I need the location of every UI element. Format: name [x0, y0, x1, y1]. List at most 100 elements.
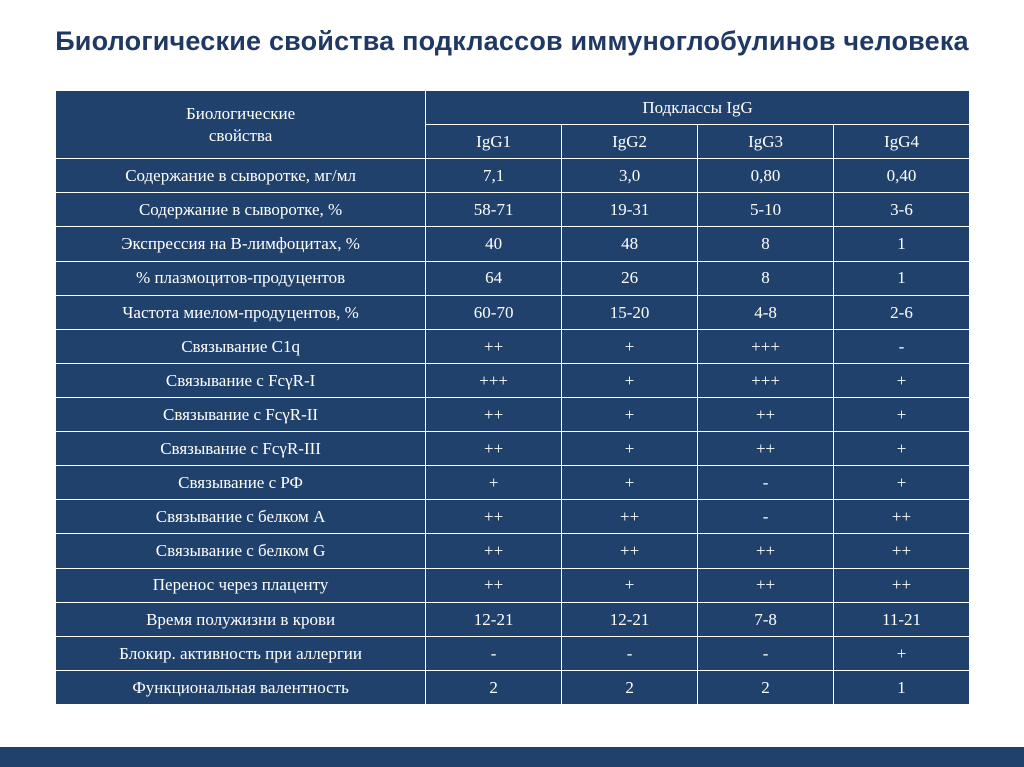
value-cell: ++ — [697, 396, 835, 433]
header-properties: Биологические свойства — [54, 89, 427, 160]
value-cell: 0,80 — [697, 158, 835, 194]
row-label: Связывание C1q — [54, 328, 427, 364]
value-cell: + — [561, 396, 699, 433]
table-row: Связывание с РФ + + - + — [54, 465, 970, 501]
value-cell: +++ — [697, 328, 835, 364]
value-cell: 3,0 — [561, 158, 699, 194]
row-label: Экспрессия на В-лимфоцитах, % — [54, 226, 427, 262]
footer-bar — [0, 747, 1024, 767]
row-label: Содержание в сыворотке, % — [54, 192, 427, 228]
row-label: % плазмоцитов-продуцентов — [54, 260, 427, 296]
value-cell: 40 — [425, 226, 563, 262]
value-cell: + — [833, 396, 970, 433]
value-cell: +++ — [425, 362, 563, 398]
value-cell: + — [833, 362, 970, 398]
row-label: Перенос через плаценту — [54, 567, 427, 603]
value-cell: ++ — [561, 499, 699, 535]
value-cell: 1 — [833, 669, 970, 706]
value-cell: ++ — [425, 499, 563, 535]
table-row: Функциональная валентность 2 2 2 1 — [54, 669, 970, 706]
value-cell: 26 — [561, 260, 699, 296]
value-cell: - — [697, 635, 835, 671]
header-igg4: IgG4 — [833, 124, 970, 160]
value-cell: 1 — [833, 226, 970, 262]
header-igg1: IgG1 — [425, 124, 563, 160]
value-cell: 64 — [425, 260, 563, 296]
table-row: Частота миелом-продуцентов, % 60-70 15-2… — [54, 294, 970, 330]
table-row: Связывание с FcγR-III ++ + ++ + — [54, 431, 970, 467]
value-cell: + — [425, 465, 563, 501]
value-cell: 60-70 — [425, 294, 563, 330]
table-row: Перенос через плаценту ++ + ++ ++ — [54, 567, 970, 603]
table-row: Содержание в сыворотке, мг/мл 7,1 3,0 0,… — [54, 158, 970, 194]
table-row: Блокир. активность при аллергии - - - + — [54, 635, 970, 671]
table-row: Связывание с белком G ++ ++ ++ ++ — [54, 533, 970, 569]
value-cell: + — [561, 567, 699, 603]
value-cell: - — [833, 328, 970, 364]
header-igg3: IgG3 — [697, 124, 835, 160]
value-cell: ++ — [425, 396, 563, 433]
value-cell: 4-8 — [697, 294, 835, 330]
value-cell: + — [561, 431, 699, 467]
table-row: Экспрессия на В-лимфоцитах, % 40 48 8 1 — [54, 226, 970, 262]
table-row: Связывание с белком A ++ ++ - ++ — [54, 499, 970, 535]
row-label: Связывание с FcγR-I — [54, 362, 427, 398]
value-cell: + — [833, 465, 970, 501]
data-table-container: Биологические свойства Подклассы IgG IgG… — [54, 89, 970, 706]
value-cell: 2 — [561, 669, 699, 706]
row-label: Содержание в сыворотке, мг/мл — [54, 158, 427, 194]
row-label: Связывание с белком A — [54, 499, 427, 535]
value-cell: 19-31 — [561, 192, 699, 228]
value-cell: 8 — [697, 226, 835, 262]
value-cell: 8 — [697, 260, 835, 296]
header-row-subcols: IgG1 IgG2 IgG3 IgG4 — [56, 124, 970, 160]
value-cell: ++ — [697, 533, 835, 569]
value-cell: ++ — [833, 533, 970, 569]
igg-subclasses-table: Биологические свойства Подклассы IgG IgG… — [54, 89, 970, 706]
table-row: Связывание с FcγR-II ++ + ++ + — [54, 396, 970, 433]
value-cell: 15-20 — [561, 294, 699, 330]
value-cell: - — [425, 635, 563, 671]
value-cell: ++ — [697, 567, 835, 603]
table-row: Содержание в сыворотке, % 58-71 19-31 5-… — [54, 192, 970, 228]
value-cell: 7-8 — [697, 601, 835, 637]
header-igg2: IgG2 — [561, 124, 699, 160]
table-row: Связывание с FcγR-I +++ + +++ + — [54, 362, 970, 398]
value-cell: 2 — [697, 669, 835, 706]
value-cell: 58-71 — [425, 192, 563, 228]
value-cell: ++ — [561, 533, 699, 569]
row-label: Связывание с FcγR-II — [54, 396, 427, 433]
table-row: Связывание C1q ++ + +++ - — [54, 328, 970, 364]
row-label: Связывание с белком G — [54, 533, 427, 569]
value-cell: - — [561, 635, 699, 671]
row-label: Связывание с FcγR-III — [54, 431, 427, 467]
table-row: Время полужизни в крови 12-21 12-21 7-8 … — [54, 601, 970, 637]
row-label: Функциональная валентность — [54, 669, 427, 706]
value-cell: 2 — [425, 669, 563, 706]
value-cell: + — [561, 465, 699, 501]
value-cell: + — [561, 362, 699, 398]
value-cell: 0,40 — [833, 158, 970, 194]
row-label: Блокир. активность при аллергии — [54, 635, 427, 671]
value-cell: 2-6 — [833, 294, 970, 330]
value-cell: 48 — [561, 226, 699, 262]
value-cell: ++ — [697, 431, 835, 467]
value-cell: - — [697, 465, 835, 501]
value-cell: + — [833, 635, 970, 671]
value-cell: ++ — [425, 328, 563, 364]
value-cell: 3-6 — [833, 192, 970, 228]
value-cell: 11-21 — [833, 601, 970, 637]
value-cell: +++ — [697, 362, 835, 398]
value-cell: - — [697, 499, 835, 535]
value-cell: ++ — [833, 567, 970, 603]
value-cell: 12-21 — [561, 601, 699, 637]
value-cell: 5-10 — [697, 192, 835, 228]
header-subclasses-group: Подклассы IgG — [425, 89, 970, 126]
value-cell: 12-21 — [425, 601, 563, 637]
value-cell: 7,1 — [425, 158, 563, 194]
value-cell: ++ — [425, 533, 563, 569]
value-cell: 1 — [833, 260, 970, 296]
row-label: Частота миелом-продуцентов, % — [54, 294, 427, 330]
value-cell: + — [833, 431, 970, 467]
